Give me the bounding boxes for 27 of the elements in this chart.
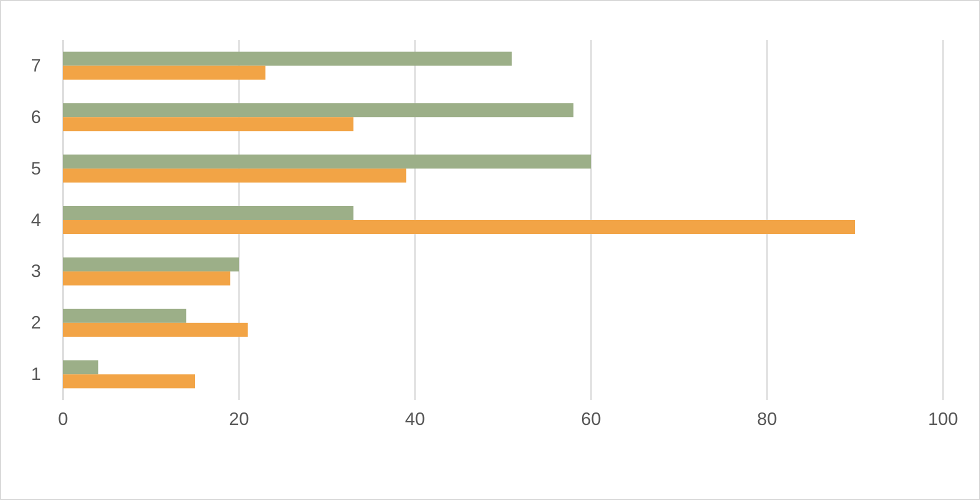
bar [63,322,248,337]
x-tick-label: 0 [58,408,68,429]
x-tick-label: 60 [580,408,602,429]
y-tick-label: 5 [30,158,41,178]
x-tick-label: 80 [756,408,778,429]
y-tick-label: 1 [30,364,41,384]
bar [63,257,239,272]
x-tick-label: 100 [928,408,958,429]
y-tick-label: 7 [30,55,41,76]
x-tick-label: 20 [228,408,250,429]
bar [63,168,406,183]
x-tick-label: 40 [404,408,426,429]
y-tick-label: 2 [30,312,41,333]
bar [63,220,855,234]
y-tick-label: 3 [30,261,41,282]
bar [63,271,230,286]
y-tick-label: 6 [30,106,41,127]
bar [63,360,98,374]
y-tick-label: 4 [30,210,41,230]
bar [63,103,574,118]
bar [63,154,591,169]
bar [63,52,512,66]
bar [63,308,186,323]
bar [63,206,354,220]
bar [63,66,266,80]
bar [63,374,195,388]
bar [63,117,354,132]
